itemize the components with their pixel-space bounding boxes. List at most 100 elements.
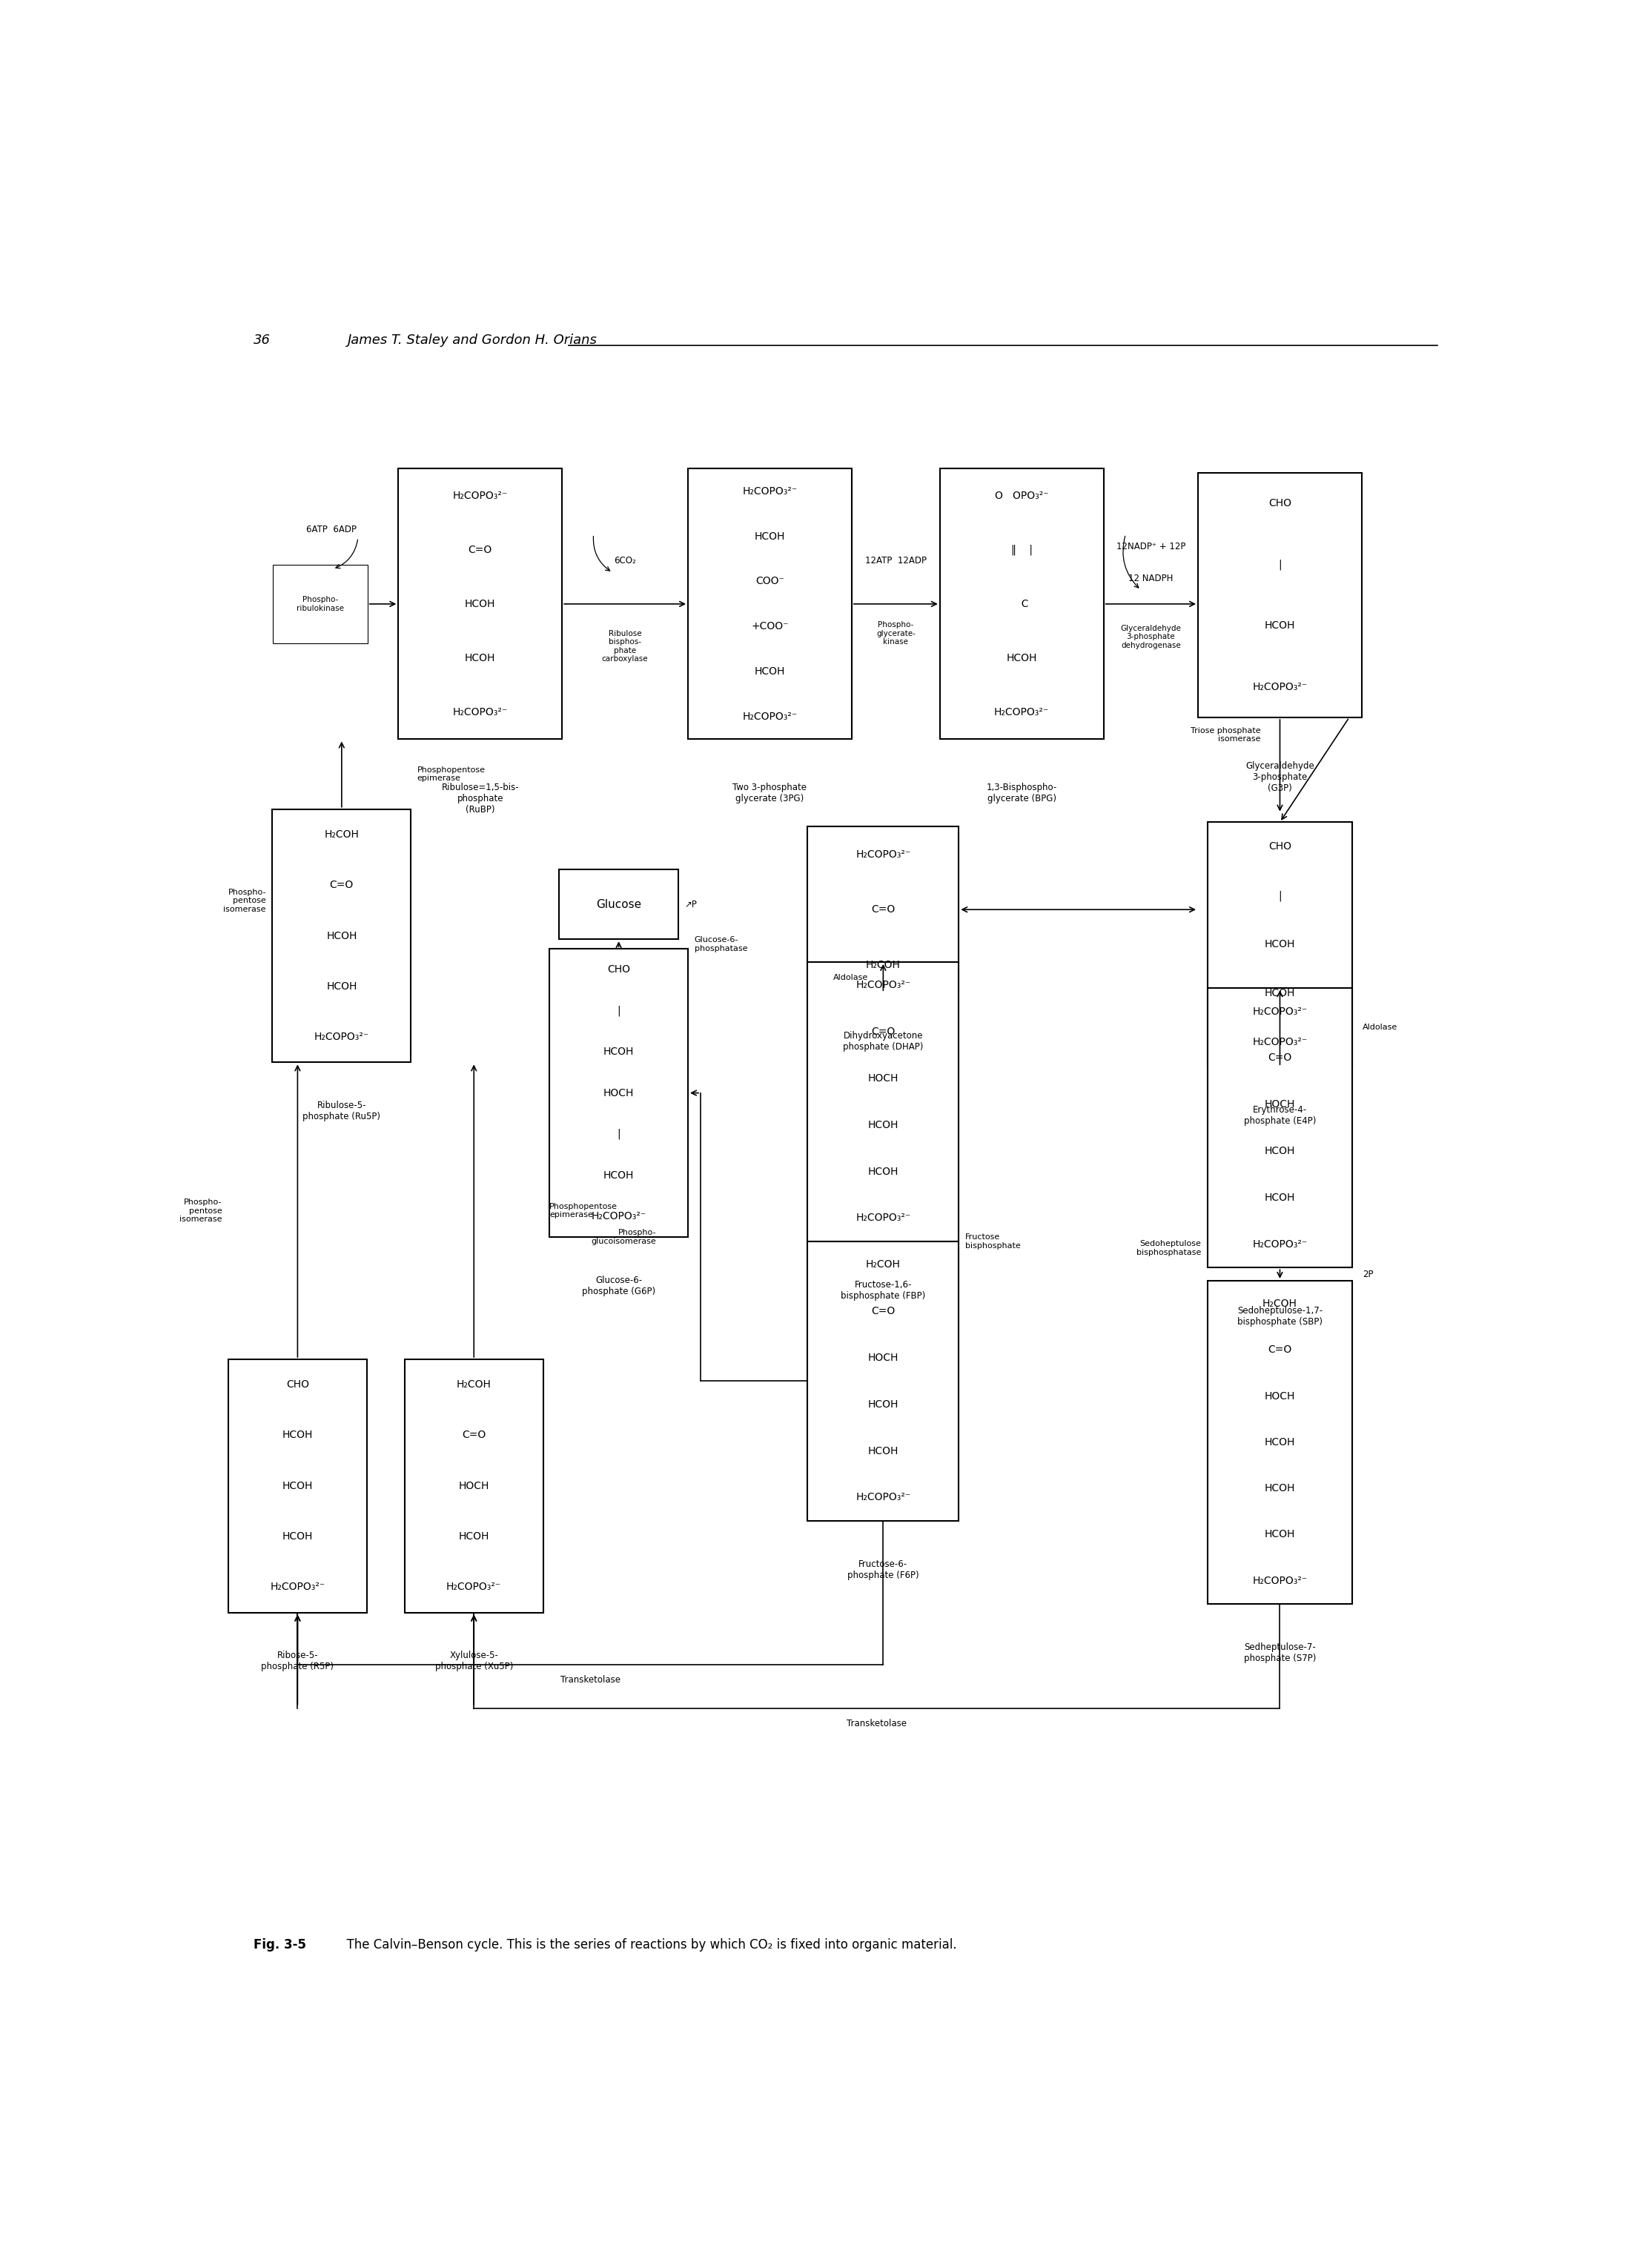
Text: Aldolase: Aldolase bbox=[1362, 1023, 1397, 1032]
Text: H₂COPO₃²⁻: H₂COPO₃²⁻ bbox=[856, 980, 910, 991]
Text: Phospho-
ribulokinase: Phospho- ribulokinase bbox=[296, 596, 344, 612]
Bar bbox=[549, 948, 687, 1236]
Text: H₂COPO₃²⁻: H₂COPO₃²⁻ bbox=[856, 1213, 910, 1222]
Text: HCOH: HCOH bbox=[1264, 1438, 1295, 1447]
Text: Glucose-6-
phosphate (G6P): Glucose-6- phosphate (G6P) bbox=[582, 1275, 655, 1297]
Text: HCOH: HCOH bbox=[283, 1481, 314, 1490]
Text: Phospho-
pentose
isomerase: Phospho- pentose isomerase bbox=[179, 1198, 223, 1222]
Text: Fructose-1,6-
bisphosphate (FBP): Fructose-1,6- bisphosphate (FBP) bbox=[840, 1279, 926, 1300]
Text: Sedoheptulose
bisphosphatase: Sedoheptulose bisphosphatase bbox=[1136, 1241, 1201, 1256]
Text: Erythrose-4-
phosphate (E4P): Erythrose-4- phosphate (E4P) bbox=[1243, 1105, 1316, 1125]
Text: Phospho-
glucoisomerase: Phospho- glucoisomerase bbox=[592, 1229, 656, 1245]
Text: H₂COPO₃²⁻: H₂COPO₃²⁻ bbox=[453, 708, 507, 717]
Text: Phosphopentose
epimerase: Phosphopentose epimerase bbox=[549, 1202, 618, 1218]
Text: Glucose-6-
phosphatase: Glucose-6- phosphatase bbox=[694, 937, 747, 953]
Text: 6CO₂: 6CO₂ bbox=[614, 556, 635, 565]
Text: C=O: C=O bbox=[330, 880, 354, 891]
Text: Sedoheptulose-1,7-
bisphosphate (SBP): Sedoheptulose-1,7- bisphosphate (SBP) bbox=[1237, 1306, 1323, 1327]
Text: HOCH: HOCH bbox=[1264, 1100, 1295, 1109]
Text: Glyceraldehyde
3-phosphate
dehydrogenase: Glyceraldehyde 3-phosphate dehydrogenase bbox=[1121, 626, 1181, 649]
Text: H₂COPO₃²⁻: H₂COPO₃²⁻ bbox=[1253, 1007, 1308, 1016]
Bar bbox=[1198, 474, 1362, 717]
Text: Phosphopentose
epimerase: Phosphopentose epimerase bbox=[418, 767, 486, 782]
Bar bbox=[687, 469, 852, 739]
Bar bbox=[273, 565, 367, 644]
Text: |: | bbox=[618, 1129, 621, 1139]
Text: HCOH: HCOH bbox=[1264, 1483, 1295, 1495]
Text: The Calvin–Benson cycle. This is the series of reactions by which CO₂ is fixed i: The Calvin–Benson cycle. This is the ser… bbox=[340, 1939, 957, 1950]
Text: H₂COPO₃²⁻: H₂COPO₃²⁻ bbox=[447, 1583, 502, 1592]
Text: HCOH: HCOH bbox=[458, 1531, 489, 1542]
Bar bbox=[808, 826, 959, 993]
Bar bbox=[273, 810, 411, 1061]
Text: H₂COH: H₂COH bbox=[866, 959, 900, 971]
Text: |: | bbox=[1279, 891, 1282, 900]
Bar bbox=[559, 869, 679, 939]
Text: 12NADP⁺ + 12P: 12NADP⁺ + 12P bbox=[1116, 542, 1185, 551]
Text: HCOH: HCOH bbox=[283, 1531, 314, 1542]
Text: H₂COPO₃²⁻: H₂COPO₃²⁻ bbox=[453, 490, 507, 501]
Text: H₂COH: H₂COH bbox=[457, 1379, 491, 1390]
Text: C=O: C=O bbox=[871, 905, 895, 914]
Text: HCOH: HCOH bbox=[754, 667, 785, 676]
Text: HCOH: HCOH bbox=[1264, 621, 1295, 631]
Text: Ribulose
bisphos-
phate
carboxylase: Ribulose bisphos- phate carboxylase bbox=[601, 631, 648, 662]
Text: Triose phosphate
isomerase: Triose phosphate isomerase bbox=[1191, 728, 1261, 744]
Text: 2P: 2P bbox=[1362, 1270, 1373, 1279]
Bar bbox=[1207, 1281, 1352, 1603]
Text: Xylulose-5-
phosphate (Xu5P): Xylulose-5- phosphate (Xu5P) bbox=[436, 1651, 514, 1672]
Text: Glucose: Glucose bbox=[596, 898, 642, 909]
Text: HCOH: HCOH bbox=[1264, 989, 1295, 998]
Text: Sedheptulose-7-
phosphate (S7P): Sedheptulose-7- phosphate (S7P) bbox=[1243, 1642, 1316, 1662]
Text: C=O: C=O bbox=[1268, 1345, 1292, 1354]
Text: C=O: C=O bbox=[468, 544, 492, 556]
Text: HOCH: HOCH bbox=[1264, 1390, 1295, 1402]
Text: C: C bbox=[1016, 599, 1029, 610]
Text: HCOH: HCOH bbox=[1006, 653, 1037, 662]
Text: H₂COPO₃²⁻: H₂COPO₃²⁻ bbox=[1253, 1036, 1308, 1048]
Text: H₂COPO₃²⁻: H₂COPO₃²⁻ bbox=[1253, 1576, 1308, 1585]
Text: H₂COH: H₂COH bbox=[325, 830, 359, 839]
Text: H₂COPO₃²⁻: H₂COPO₃²⁻ bbox=[270, 1583, 325, 1592]
Text: HCOH: HCOH bbox=[1264, 1193, 1295, 1202]
Bar bbox=[398, 469, 562, 739]
Text: Aldolase: Aldolase bbox=[834, 973, 868, 982]
Text: Phospho-
pentose
isomerase: Phospho- pentose isomerase bbox=[224, 889, 266, 914]
Bar bbox=[808, 1241, 959, 1522]
Text: 6ATP  6ADP: 6ATP 6ADP bbox=[307, 524, 358, 533]
Text: C=O: C=O bbox=[871, 1027, 895, 1036]
Bar bbox=[808, 962, 959, 1241]
Text: ↗P: ↗P bbox=[684, 900, 697, 909]
Text: HCOH: HCOH bbox=[868, 1166, 899, 1177]
Text: HCOH: HCOH bbox=[868, 1445, 899, 1456]
Text: H₂COH: H₂COH bbox=[866, 1259, 900, 1270]
Text: |: | bbox=[1279, 560, 1282, 569]
Text: HOCH: HOCH bbox=[868, 1073, 899, 1084]
Text: Ribose-5-
phosphate (R5P): Ribose-5- phosphate (R5P) bbox=[262, 1651, 333, 1672]
Text: CHO: CHO bbox=[286, 1379, 309, 1390]
Text: Fig. 3-5: Fig. 3-5 bbox=[253, 1939, 306, 1950]
Text: 36: 36 bbox=[253, 333, 270, 347]
Text: Two 3-phosphate
glycerate (3PG): Two 3-phosphate glycerate (3PG) bbox=[733, 782, 808, 803]
Text: C=O: C=O bbox=[1268, 1052, 1292, 1064]
Text: Transketolase: Transketolase bbox=[847, 1719, 907, 1728]
Text: 12 NADPH: 12 NADPH bbox=[1128, 574, 1173, 583]
Text: HCOH: HCOH bbox=[1264, 1529, 1295, 1540]
Text: Fructose
bisphosphate: Fructose bisphosphate bbox=[965, 1234, 1020, 1250]
Text: CHO: CHO bbox=[608, 964, 630, 975]
Text: HCOH: HCOH bbox=[1264, 939, 1295, 950]
Text: HCOH: HCOH bbox=[868, 1399, 899, 1411]
Text: CHO: CHO bbox=[1269, 499, 1292, 508]
Text: HOCH: HOCH bbox=[603, 1089, 634, 1098]
Text: HCOH: HCOH bbox=[465, 599, 496, 610]
Text: HCOH: HCOH bbox=[603, 1046, 634, 1057]
Text: +COO⁻: +COO⁻ bbox=[751, 621, 788, 633]
Text: H₂COH: H₂COH bbox=[1263, 1300, 1297, 1309]
Text: O   OPO₃²⁻: O OPO₃²⁻ bbox=[994, 490, 1048, 501]
Bar bbox=[228, 1359, 367, 1613]
Text: HCOH: HCOH bbox=[754, 531, 785, 542]
Text: HCOH: HCOH bbox=[1264, 1145, 1295, 1157]
Bar bbox=[939, 469, 1103, 739]
Text: 1,3-Bisphospho-
glycerate (BPG): 1,3-Bisphospho- glycerate (BPG) bbox=[986, 782, 1056, 803]
Text: H₂COPO₃²⁻: H₂COPO₃²⁻ bbox=[994, 708, 1050, 717]
